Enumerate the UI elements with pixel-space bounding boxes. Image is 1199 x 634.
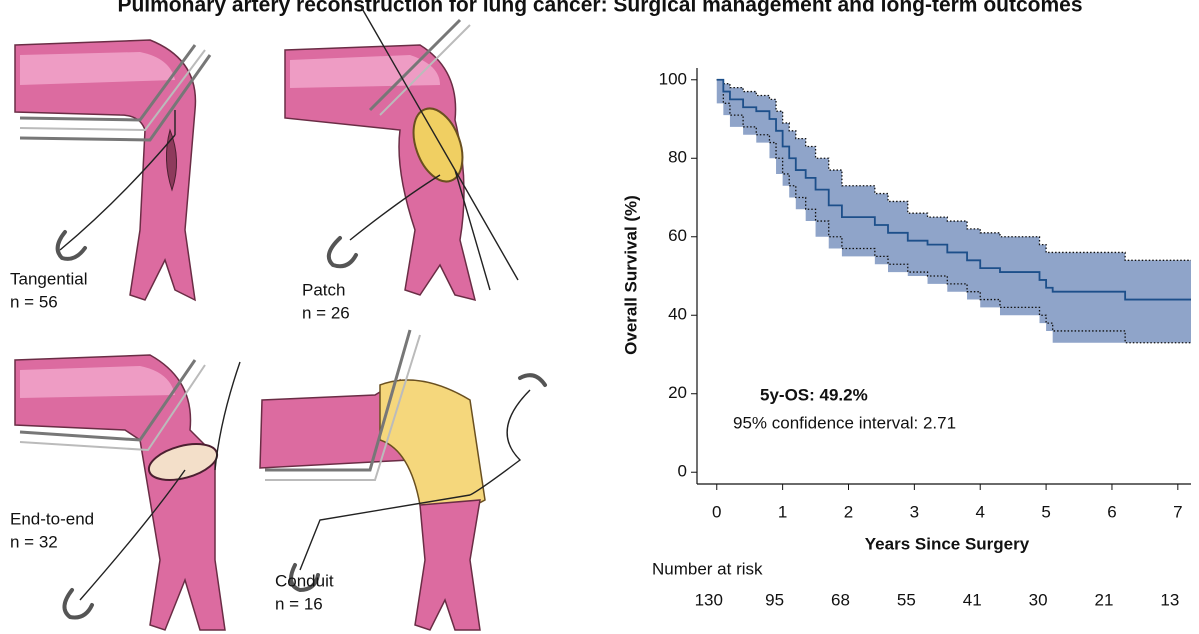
y-tick-label: 100 [659, 69, 687, 88]
risk-table-title: Number at risk [652, 559, 763, 578]
y-tick-label: 0 [678, 462, 687, 481]
illustration-end-to-end [15, 355, 240, 630]
panel-label: Patch [302, 280, 345, 299]
y-axis-title: Overall Survival (%) [621, 195, 640, 355]
risk-count: 30 [1029, 590, 1048, 609]
panel-count: n = 16 [275, 594, 323, 613]
figure: Pulmonary artery reconstruction for lung… [0, 0, 1199, 634]
x-tick-label: 2 [844, 502, 853, 521]
panel-count: n = 32 [10, 532, 58, 551]
y-tick-label: 40 [668, 305, 687, 324]
risk-count: 13 [1160, 590, 1179, 609]
risk-count: 130 [695, 590, 723, 609]
panel-label: Conduit [275, 571, 334, 590]
risk-count: 95 [765, 590, 784, 609]
figure-title: Pulmonary artery reconstruction for lung… [117, 0, 1082, 17]
annotation: 5y-OS: 49.2% [760, 385, 868, 404]
annotation: 95% confidence interval: 2.71 [733, 413, 956, 432]
risk-count: 21 [1094, 590, 1113, 609]
y-tick-label: 60 [668, 226, 687, 245]
x-tick-label: 3 [910, 502, 919, 521]
y-tick-label: 20 [668, 383, 687, 402]
risk-count: 41 [963, 590, 982, 609]
illustration-patch [285, 5, 518, 300]
risk-count: 55 [897, 590, 916, 609]
panel-count: n = 56 [10, 292, 58, 311]
x-tick-label: 7 [1173, 502, 1182, 521]
illustration-tangential [15, 40, 210, 300]
x-tick-label: 6 [1107, 502, 1116, 521]
x-tick-label: 0 [712, 502, 721, 521]
ci-band [717, 80, 1191, 343]
x-tick-label: 4 [975, 502, 984, 521]
x-axis-title: Years Since Surgery [865, 534, 1030, 553]
x-tick-label: 5 [1041, 502, 1050, 521]
panel-label: End-to-end [10, 509, 94, 528]
risk-count: 68 [831, 590, 850, 609]
panel-label: Tangential [10, 269, 88, 288]
panel-count: n = 26 [302, 303, 350, 322]
y-tick-label: 80 [668, 148, 687, 167]
x-tick-label: 1 [778, 502, 787, 521]
